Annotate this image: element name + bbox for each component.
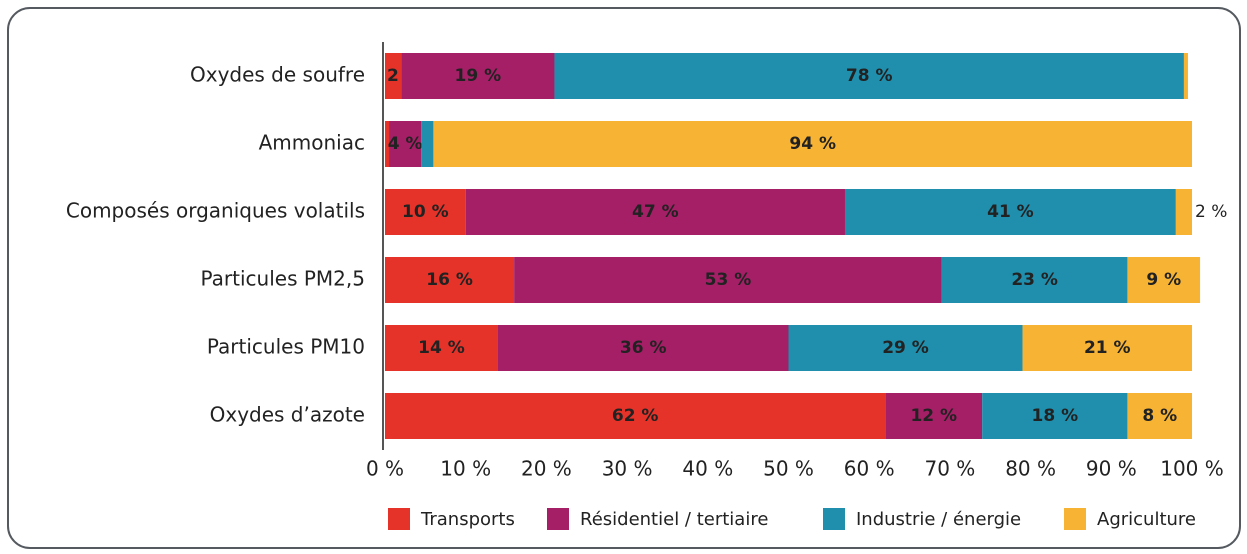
- data-label: 41 %: [987, 202, 1034, 222]
- bar-segment: [385, 53, 402, 99]
- x-tick-label: 50 %: [763, 457, 814, 481]
- x-tick-label: 60 %: [844, 457, 895, 481]
- bar-segment: [514, 257, 942, 303]
- bar-segment: [941, 257, 1128, 303]
- data-label: 16 %: [426, 270, 473, 290]
- data-label: 4 %: [388, 134, 423, 154]
- data-label: 2 %: [1195, 202, 1227, 222]
- bar-segment: [401, 53, 555, 99]
- category-label: Oxydes d’azote: [210, 403, 365, 427]
- bar-segment: [497, 325, 789, 371]
- data-label: 53 %: [705, 270, 752, 290]
- x-tick-label: 100 %: [1160, 457, 1224, 481]
- bar-segment: [385, 325, 498, 371]
- x-tick-label: 90 %: [1086, 457, 1137, 481]
- bar-segment: [788, 325, 1023, 371]
- data-label: 14 %: [418, 338, 465, 358]
- legend-swatch: [1064, 508, 1086, 530]
- bar-segment: [389, 121, 422, 167]
- data-label: 18 %: [1032, 406, 1079, 426]
- data-label: 10 %: [402, 202, 449, 222]
- bar-segment: [1127, 257, 1201, 303]
- data-label: 94 %: [789, 134, 836, 154]
- x-tick-label: 20 %: [521, 457, 572, 481]
- frame: [7, 7, 1241, 549]
- category-label: Particules PM10: [207, 335, 365, 359]
- data-label: 23 %: [1011, 270, 1058, 290]
- x-tick-label: 40 %: [682, 457, 733, 481]
- data-label: 19 %: [455, 66, 502, 86]
- category-label: Ammoniac: [259, 131, 365, 155]
- bar-segment: [421, 121, 434, 167]
- bar-segment: [385, 393, 886, 439]
- data-label: 9 %: [1146, 270, 1181, 290]
- data-label: 47 %: [632, 202, 679, 222]
- bar-segment: [385, 189, 466, 235]
- bar-segment: [385, 257, 515, 303]
- legend-label: Résidentiel / tertiaire: [580, 509, 768, 530]
- category-label: Oxydes de soufre: [190, 63, 365, 87]
- bar-segment: [433, 121, 1192, 167]
- data-label: 8 %: [1142, 406, 1177, 426]
- legend-swatch: [388, 508, 410, 530]
- bar-segment: [885, 393, 983, 439]
- legend-label: Industrie / énergie: [856, 509, 1021, 530]
- data-label: 78 %: [846, 66, 893, 86]
- bar-segment: [982, 393, 1128, 439]
- legend-swatch: [823, 508, 845, 530]
- category-label: Particules PM2,5: [201, 267, 365, 291]
- data-label: 62 %: [612, 406, 659, 426]
- x-tick-label: 70 %: [924, 457, 975, 481]
- legend-label: Agriculture: [1097, 509, 1196, 530]
- data-label: 29 %: [882, 338, 929, 358]
- x-tick-label: 30 %: [602, 457, 653, 481]
- bar-segment: [554, 53, 1184, 99]
- legend-label: Transports: [420, 509, 515, 530]
- bar-segment: [465, 189, 845, 235]
- x-tick-label: 80 %: [1005, 457, 1056, 481]
- data-label: 36 %: [620, 338, 667, 358]
- bar-segment: [844, 189, 1176, 235]
- category-label: Composés organiques volatils: [66, 199, 365, 223]
- bar-segment: [1022, 325, 1192, 371]
- bar-segment: [385, 121, 390, 167]
- bar-segment: [1183, 53, 1188, 99]
- data-label: 12 %: [910, 406, 957, 426]
- legend-swatch: [547, 508, 569, 530]
- x-tick-label: 0 %: [366, 457, 404, 481]
- bar-segment: [1127, 393, 1192, 439]
- data-label: 21 %: [1084, 338, 1131, 358]
- x-tick-label: 10 %: [440, 457, 491, 481]
- bar-segment: [1175, 189, 1192, 235]
